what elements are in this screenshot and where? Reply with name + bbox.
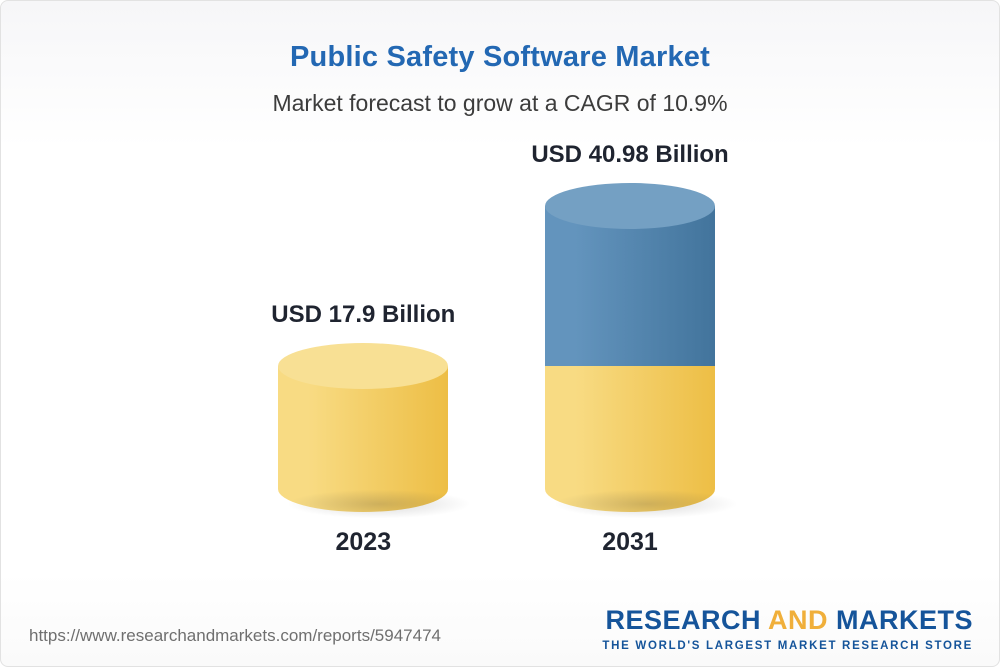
bar-value-label: USD 40.98 Billion	[531, 141, 729, 169]
logo-wordmark: RESEARCH AND MARKETS	[602, 605, 973, 636]
cylinder-segment-yellow	[278, 365, 449, 512]
logo-tagline: THE WORLD'S LARGEST MARKET RESEARCH STOR…	[602, 640, 973, 652]
chart-header: Public Safety Software Market Market for…	[1, 1, 999, 117]
cylinder-bar-chart: USD 17.9 Billion 2023 USD 40.98 Billion 203…	[1, 141, 999, 558]
cylinder-top-ellipse	[278, 342, 449, 389]
research-and-markets-logo: RESEARCH AND MARKETS THE WORLD'S LARGEST…	[602, 605, 973, 652]
report-url: https://www.researchandmarkets.com/repor…	[29, 626, 441, 645]
logo-word-and: AND	[767, 605, 828, 635]
year-label: 2023	[335, 528, 392, 556]
logo-word-markets: MARKETS	[836, 605, 973, 635]
cylinder-segment-blue	[545, 206, 716, 366]
bar-value-label: USD 17.9 Billion	[271, 300, 456, 328]
cylinder-bar-2023	[278, 342, 475, 519]
bar-group-2031: USD 40.98 Billion 2031	[531, 141, 742, 557]
cylinder-segment-yellow	[545, 365, 716, 512]
cylinder-bar-2031	[545, 183, 742, 519]
cylinder-floor-shadow	[284, 489, 475, 519]
bar-group-2023: USD 17.9 Billion 2023	[271, 300, 475, 558]
chart-subtitle: Market forecast to grow at a CAGR of 10.…	[272, 90, 728, 116]
year-label: 2031	[602, 528, 658, 556]
cylinder-floor-shadow	[551, 489, 742, 519]
logo-word-research: RESEARCH	[605, 605, 761, 635]
chart-title: Public Safety Software Market	[290, 41, 710, 73]
cylinder-top-ellipse	[545, 183, 716, 230]
